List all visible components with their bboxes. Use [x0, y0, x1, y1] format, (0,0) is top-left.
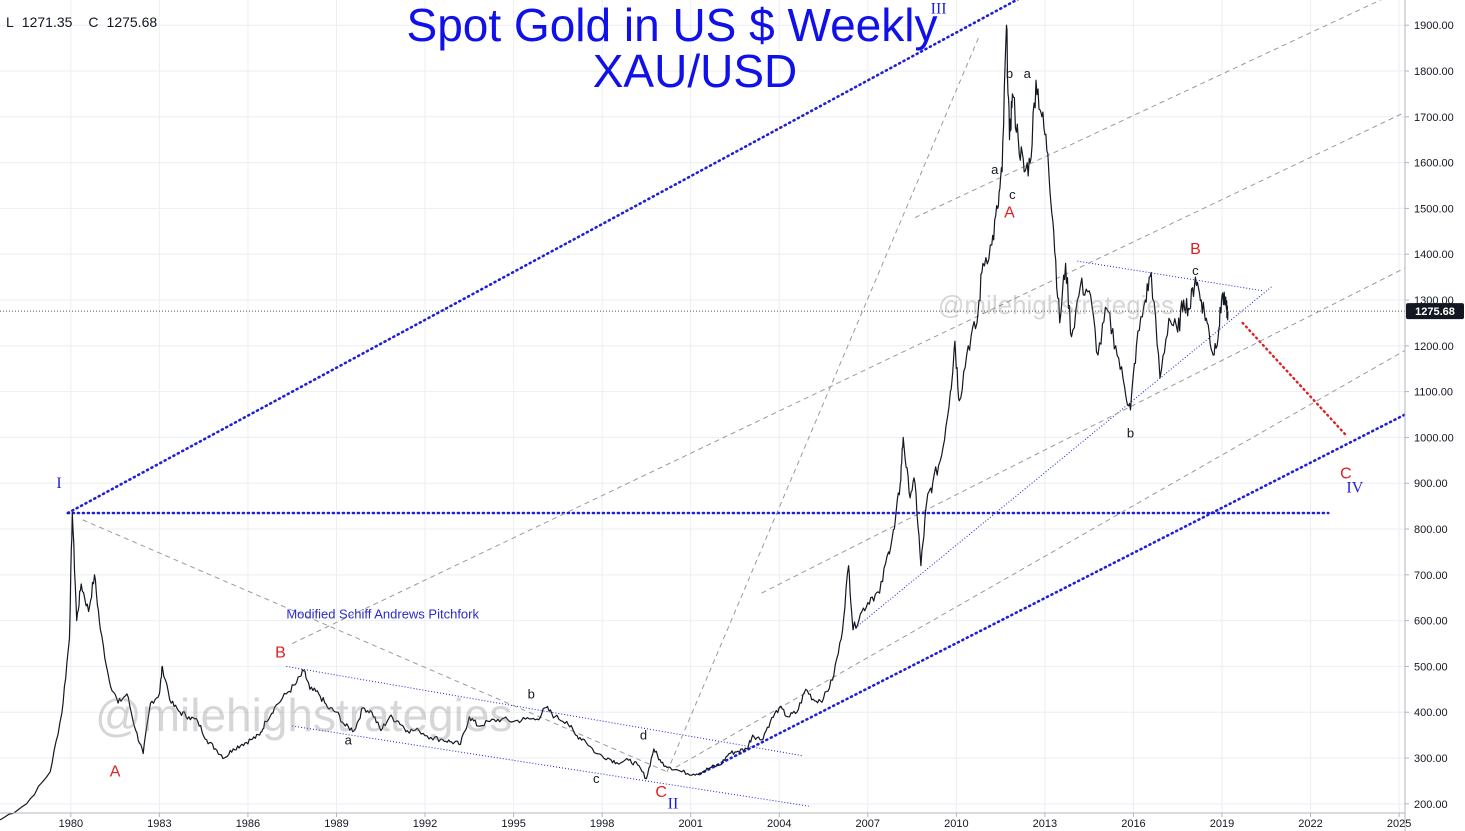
y-axis: 200.00 300.00 400.00 500.00 600.00 700.00 800.…: [1404, 0, 1454, 831]
y-tick-label: 1100.00: [1414, 387, 1453, 399]
wave-label: A: [1004, 205, 1015, 222]
x-tick-label: 2007: [856, 818, 880, 830]
y-tick-label: 1500.00: [1414, 203, 1454, 215]
trend-line-grey-dashed: [761, 267, 1406, 594]
x-tick-label: 2013: [1033, 818, 1057, 830]
y-tick-label: 1800.00: [1414, 66, 1454, 78]
x-tick-label: 1995: [501, 818, 525, 830]
x-tick-label: 1998: [590, 818, 614, 830]
trend-line-blue-thin: [1077, 260, 1264, 292]
trend-line-blue-dotted-thick: [698, 413, 1407, 776]
wave-label: c: [1009, 187, 1016, 202]
low-value: 1271.35: [21, 14, 73, 30]
price-series: [0, 24, 1229, 821]
trend-lines: [66, 0, 1407, 807]
wave-label: c: [1192, 263, 1199, 278]
trend-line-grey-dashed: [82, 519, 668, 773]
wave-label: d: [640, 728, 647, 743]
watermark-large: @milehighstrategies: [95, 689, 513, 741]
annotation-label: Modified Schiff Andrews Pitchfork: [286, 606, 479, 621]
wave-label: A: [110, 763, 121, 780]
x-tick-label: 2004: [767, 818, 791, 830]
price-line: [0, 24, 1229, 821]
trend-line-blue-thin: [286, 665, 803, 757]
trend-line-red-dotted: [1241, 321, 1348, 437]
wave-label: B: [275, 644, 286, 661]
y-tick-label: 1200.00: [1414, 341, 1454, 353]
y-tick-label: 800.00: [1414, 524, 1448, 536]
wave-label: b: [1127, 425, 1134, 440]
x-tick-label: 2025: [1387, 818, 1411, 830]
x-tick-label: 1992: [413, 818, 437, 830]
x-tick-label: 2016: [1121, 818, 1145, 830]
x-tick-label: 1980: [59, 818, 83, 830]
x-tick-label: 1989: [324, 818, 348, 830]
close-label: C: [88, 14, 99, 30]
last-price-line: 1275.68: [0, 303, 1464, 320]
x-tick-label: 2019: [1210, 818, 1234, 830]
wave-label: II: [668, 795, 679, 812]
grid: [0, 0, 1405, 813]
wave-label: I: [56, 475, 61, 492]
y-tick-label: 1900.00: [1414, 20, 1454, 32]
x-tick-label: 1986: [236, 818, 260, 830]
y-tick-label: 500.00: [1414, 661, 1448, 673]
y-tick-label: 700.00: [1414, 570, 1448, 582]
wave-label: IV: [1346, 479, 1363, 496]
x-tick-label: 2010: [944, 818, 968, 830]
y-tick-label: 900.00: [1414, 478, 1448, 490]
wave-label: a: [1024, 66, 1032, 81]
wave-label: c: [593, 771, 600, 786]
trend-line-blue-dotted-thick: [66, 0, 1020, 515]
y-tick-label: 600.00: [1414, 616, 1448, 628]
price-badge-text: 1275.68: [1415, 306, 1455, 318]
trend-line-grey-dashed: [292, 111, 1406, 644]
price-badge: [1406, 303, 1464, 320]
y-tick-label: 1300.00: [1414, 295, 1454, 307]
y-tick-label: 1600.00: [1414, 158, 1454, 170]
wave-label: b: [528, 686, 535, 701]
y-tick-label: 200.00: [1414, 799, 1448, 811]
x-tick-label: 2022: [1298, 818, 1322, 830]
wave-label: C: [1340, 466, 1352, 483]
watermark-small: @milehighstrategies: [938, 290, 1174, 320]
wave-label: b: [1006, 66, 1013, 81]
trend-line-grey-dashed: [914, 0, 1382, 219]
trend-line-grey-dashed: [666, 34, 981, 772]
trend-line-blue-thin: [292, 725, 809, 807]
close-value: 1275.68: [106, 14, 158, 30]
wave-label: a: [345, 732, 353, 747]
wave-label: B: [1190, 241, 1201, 258]
y-tick-label: 1400.00: [1414, 249, 1454, 261]
ohlc-readout: L 1271.35 C 1275.68: [6, 14, 173, 30]
y-tick-label: 1700.00: [1414, 112, 1454, 124]
trend-line-grey-dashed: [675, 349, 1406, 768]
low-label: L: [6, 14, 14, 30]
y-tick-label: 1000.00: [1414, 432, 1454, 444]
wave-label: a: [991, 162, 999, 177]
y-tick-label: 400.00: [1414, 707, 1448, 719]
wave-label: C: [655, 784, 667, 801]
chart-subtitle: XAU/USD: [592, 45, 798, 97]
chart-title: Spot Gold in US $ Weekly: [406, 0, 938, 51]
x-axis: 1980 1983 1986 1989 1992 1995 1998 2001 2004 2007…: [0, 812, 1411, 830]
y-tick-label: 300.00: [1414, 753, 1448, 765]
trend-line-blue-thin: [852, 285, 1273, 631]
wave-label: III: [931, 1, 947, 18]
x-tick-label: 1983: [147, 818, 171, 830]
x-tick-label: 2001: [678, 818, 702, 830]
